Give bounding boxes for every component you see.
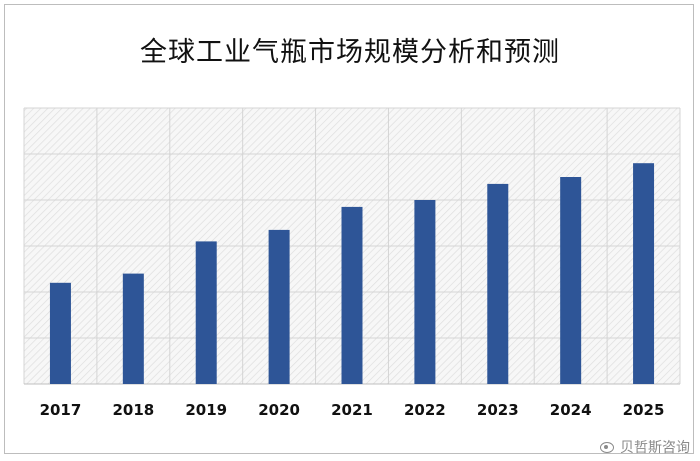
bar-2022 — [414, 200, 436, 384]
x-tick-label: 2021 — [331, 401, 373, 419]
bar-2021 — [341, 206, 363, 384]
x-tick-label: 2022 — [404, 401, 446, 419]
x-tick-label: 2020 — [258, 401, 300, 419]
bar-2025 — [633, 163, 655, 384]
bar-2023 — [487, 183, 509, 384]
bar-2017 — [49, 282, 71, 384]
bar-2018 — [122, 273, 144, 384]
bar-2024 — [560, 177, 582, 384]
bars — [49, 163, 655, 384]
x-tick-label: 2023 — [477, 401, 519, 419]
bar-2020 — [268, 229, 290, 384]
x-tick-label: 2017 — [40, 401, 82, 419]
x-axis-tick-labels: 2017 2018 2019 2020 2021 2022 2023 2024 2025 — [40, 401, 665, 419]
x-tick-label: 2019 — [185, 401, 227, 419]
bar-2019 — [195, 241, 217, 384]
x-tick-label: 2025 — [623, 401, 665, 419]
watermark-text: 贝哲斯咨询 — [620, 440, 690, 456]
watermark: 贝哲斯咨询 — [599, 437, 690, 457]
weibo-icon — [599, 440, 617, 454]
x-tick-label: 2018 — [112, 401, 154, 419]
x-tick-label: 2024 — [550, 401, 592, 419]
chart-title: 全球工业气瓶市场规模分析和预测 — [140, 37, 560, 68]
